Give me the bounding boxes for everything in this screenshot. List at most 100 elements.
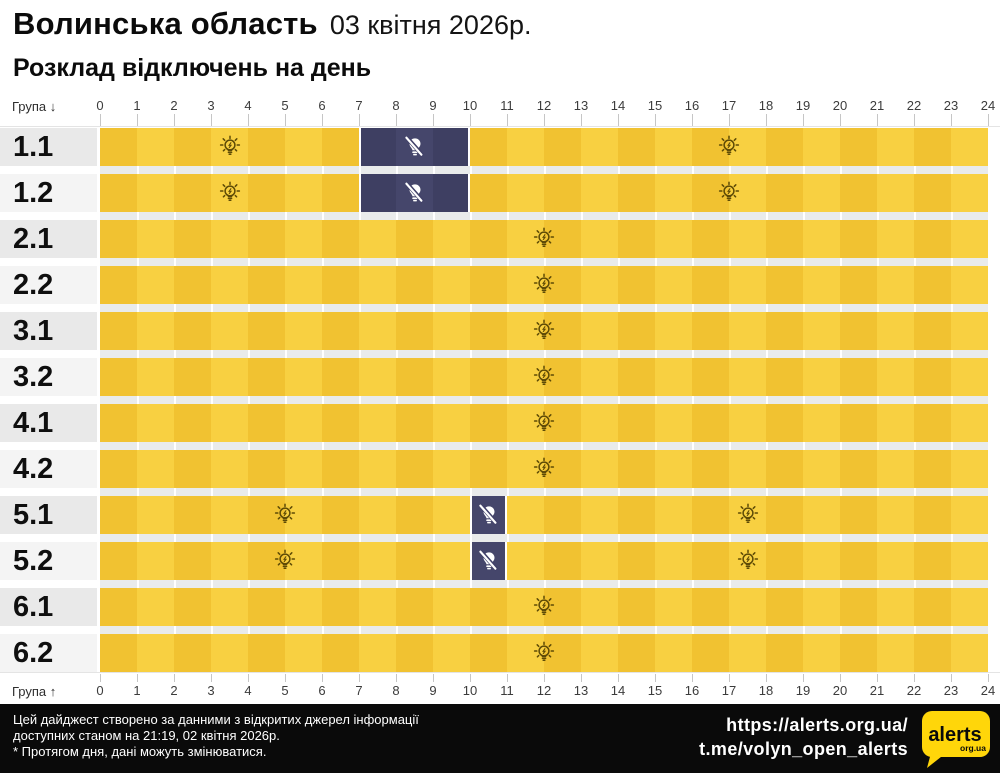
power-on-cell — [100, 450, 137, 488]
gap-stripe — [322, 212, 359, 220]
gap-stripe — [396, 258, 433, 266]
power-on-cell — [544, 266, 581, 304]
row-gap-stripes — [100, 166, 988, 174]
power-on-cell — [766, 496, 803, 534]
gap-stripe — [396, 442, 433, 450]
gap-stripe — [877, 396, 914, 404]
power-on-cell — [396, 220, 433, 258]
hour-label: 15 — [647, 683, 663, 698]
gap-stripe — [396, 212, 433, 220]
gap-stripe — [729, 258, 766, 266]
power-on-cell — [655, 174, 692, 212]
gap-stripe — [174, 396, 211, 404]
power-on-cell — [729, 128, 766, 166]
power-on-cell — [507, 220, 544, 258]
hour-label: 5 — [281, 98, 289, 113]
power-on-cell — [544, 496, 581, 534]
gap-stripe — [470, 488, 507, 496]
row-gap-stripes — [100, 442, 988, 450]
gap-stripe — [211, 580, 248, 588]
power-on-cell — [470, 174, 507, 212]
power-on-cell — [618, 128, 655, 166]
gap-stripe — [803, 442, 840, 450]
power-on-cell — [803, 174, 840, 212]
power-on-cell — [396, 542, 433, 580]
gap-stripe — [544, 166, 581, 174]
power-on-cell — [618, 404, 655, 442]
gap-stripe — [100, 626, 137, 634]
gap-stripe — [359, 534, 396, 542]
hour-tick — [285, 674, 286, 682]
gap-stripe — [840, 442, 877, 450]
gap-stripe — [840, 258, 877, 266]
power-on-cell — [729, 450, 766, 488]
group-label: 4.2 — [0, 450, 97, 488]
telegram-link[interactable]: t.me/volyn_open_alerts — [699, 739, 908, 759]
power-on-cell — [470, 358, 507, 396]
power-on-cell — [433, 634, 470, 672]
gap-stripe — [766, 350, 803, 358]
power-on-cell — [766, 266, 803, 304]
power-on-cell — [100, 588, 137, 626]
footer-banner: Цей дайджест створено за данними з відкр… — [0, 704, 1000, 773]
power-on-cell — [951, 220, 988, 258]
gap-stripe — [359, 488, 396, 496]
gap-stripe — [470, 350, 507, 358]
power-on-cell — [174, 496, 211, 534]
gap-stripe — [359, 350, 396, 358]
hour-tick — [359, 114, 360, 126]
hour-tick — [988, 674, 989, 682]
gap-stripe — [803, 488, 840, 496]
row-gap-stripes — [100, 626, 988, 634]
power-on-cell — [914, 542, 951, 580]
hour-label: 14 — [610, 683, 626, 698]
hour-label: 0 — [96, 98, 104, 113]
gap-stripe — [396, 350, 433, 358]
hour-tick — [877, 674, 878, 682]
gap-stripe — [285, 396, 322, 404]
power-on-cell — [137, 542, 174, 580]
power-on-cell — [507, 496, 544, 534]
power-on-cell — [285, 634, 322, 672]
hour-tick — [877, 114, 878, 126]
gap-stripe — [840, 580, 877, 588]
power-on-cell — [285, 404, 322, 442]
gap-stripe — [618, 488, 655, 496]
gap-stripe — [211, 212, 248, 220]
hour-label: 23 — [943, 98, 959, 113]
power-on-cell — [951, 542, 988, 580]
gap-stripe — [285, 580, 322, 588]
hour-tick — [951, 114, 952, 126]
hour-tick — [803, 114, 804, 126]
gap-stripe — [100, 166, 137, 174]
power-on-cell — [803, 358, 840, 396]
gap-stripe — [655, 350, 692, 358]
gap-stripe — [285, 534, 322, 542]
footer-disclaimer: Цей дайджест створено за данними з відкр… — [13, 712, 419, 760]
gap-stripe — [396, 534, 433, 542]
power-on-cell — [877, 450, 914, 488]
gap-stripe — [803, 626, 840, 634]
site-url-link[interactable]: https://alerts.org.ua/ — [726, 715, 908, 735]
power-on-cell — [396, 404, 433, 442]
power-on-cell — [581, 634, 618, 672]
row-gap-stripes — [100, 534, 988, 542]
power-on-cell — [100, 634, 137, 672]
power-on-cell — [766, 174, 803, 212]
hour-tick — [618, 674, 619, 682]
gap-stripe — [877, 626, 914, 634]
hour-label: 16 — [684, 98, 700, 113]
power-on-cell — [655, 266, 692, 304]
gap-stripe — [285, 442, 322, 450]
grid-bottom-divider — [0, 672, 1000, 673]
gap-stripe — [100, 304, 137, 312]
gap-stripe — [544, 304, 581, 312]
power-off-cell — [470, 496, 507, 534]
schedule-date: 03 квітня 2026р. — [329, 10, 532, 40]
power-on-cell — [581, 588, 618, 626]
gap-stripe — [840, 166, 877, 174]
schedule-row — [100, 128, 988, 166]
power-on-cell — [322, 220, 359, 258]
power-on-cell — [359, 634, 396, 672]
power-on-cell — [322, 312, 359, 350]
